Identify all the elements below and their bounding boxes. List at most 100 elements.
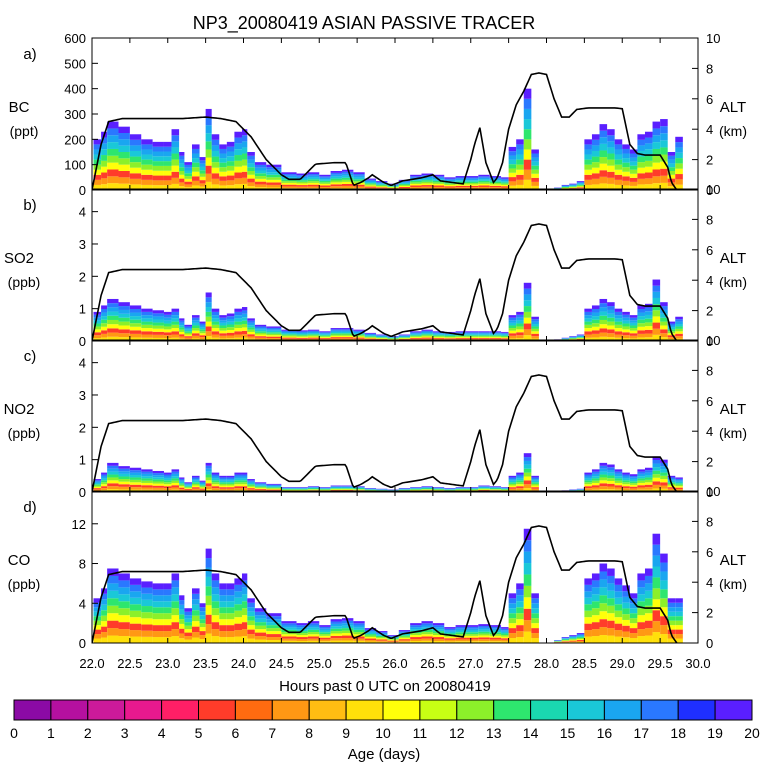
stack-segment (562, 639, 570, 640)
stack-segment (255, 484, 266, 485)
stack-segment (266, 489, 281, 490)
stack-segment (219, 619, 227, 625)
stack-segment (179, 318, 184, 320)
stack-segment (607, 322, 615, 326)
stack-segment (645, 487, 653, 489)
stack-segment (622, 480, 630, 482)
stack-segment (653, 122, 661, 129)
colorbar-swatch (235, 700, 272, 720)
stack-segment (653, 128, 661, 135)
stack-segment (524, 324, 532, 330)
stack-segment (200, 322, 206, 324)
stack-segment (615, 485, 623, 487)
stack-segment (675, 142, 683, 147)
stack-segment (531, 317, 539, 319)
stack-segment (331, 331, 342, 332)
stack-segment (422, 487, 433, 488)
stack-segment (675, 147, 683, 152)
stack-segment (600, 635, 608, 643)
colorbar-swatch (162, 700, 199, 720)
stack-segment (164, 176, 172, 181)
stack-segment (660, 133, 668, 140)
stack-segment (592, 145, 600, 151)
stack-segment (422, 489, 433, 490)
stack-segment (101, 473, 107, 475)
stack-segment (645, 473, 653, 475)
stack-segment (562, 638, 570, 639)
stack-segment (266, 329, 281, 330)
stack-segment (600, 475, 608, 478)
colorbar-swatch (383, 700, 420, 720)
stack-segment (331, 489, 342, 490)
stack-segment (206, 558, 212, 567)
stack-segment (242, 160, 247, 166)
stack-segment (660, 598, 668, 607)
stack-segment (630, 333, 638, 336)
stack-segment (192, 610, 200, 615)
stack-segment (242, 135, 247, 141)
stack-segment (247, 321, 255, 323)
stack-segment (172, 331, 180, 334)
stack-segment (319, 636, 330, 638)
x-axis-label: Hours past 0 UTC on 20080419 (279, 678, 491, 695)
y-tick-label: 100 (64, 158, 86, 173)
stack-segment (562, 638, 570, 639)
stack-segment (501, 629, 509, 631)
stack-segment (622, 144, 630, 149)
stack-segment (584, 312, 592, 315)
stack-segment (179, 479, 184, 480)
stack-segment (141, 606, 152, 612)
stack-segment (531, 477, 539, 479)
stack-segment (319, 331, 330, 332)
stack-segment (637, 474, 645, 476)
alt-tick-label: 4 (706, 273, 713, 288)
stack-segment (242, 310, 247, 313)
stack-segment (607, 141, 615, 147)
stack-segment (387, 641, 398, 642)
stack-segment (501, 337, 509, 338)
stack-segment (342, 176, 353, 178)
stack-segment (319, 337, 330, 338)
stack-segment (353, 621, 364, 623)
stack-segment (531, 618, 539, 623)
stack-segment (101, 488, 107, 490)
stack-segment (607, 147, 615, 153)
stack-segment (331, 629, 342, 631)
stack-segment (524, 574, 532, 585)
stack-segment (192, 181, 200, 186)
stack-segment (319, 187, 330, 189)
stack-segment (242, 480, 247, 482)
stack-segment (668, 156, 676, 160)
stack-segment (467, 632, 478, 634)
stack-segment (467, 184, 478, 185)
stack-segment (653, 292, 661, 298)
stack-segment (433, 333, 444, 334)
stack-segment (509, 173, 517, 177)
stack-segment (562, 640, 570, 641)
stack-segment (200, 331, 206, 333)
alt-units: (km) (719, 274, 747, 290)
stack-segment (172, 580, 180, 587)
stack-segment (653, 610, 661, 621)
stack-segment (675, 326, 683, 328)
stack-segment (212, 484, 220, 486)
stack-segment (206, 307, 212, 312)
stack-segment (509, 328, 517, 331)
stack-segment (206, 486, 212, 489)
stack-segment (227, 595, 235, 601)
stack-segment (130, 162, 141, 168)
stack-segment (444, 335, 455, 336)
stack-segment (130, 134, 141, 140)
stack-segment (200, 160, 206, 163)
stack-segment (119, 322, 130, 326)
stack-segment (668, 152, 676, 156)
stack-segment (141, 478, 152, 480)
stack-segment (227, 486, 235, 488)
stack-segment (227, 625, 235, 631)
stack-segment (509, 479, 517, 481)
stack-segment (668, 479, 676, 481)
stack-segment (467, 183, 478, 184)
stack-segment (130, 157, 141, 163)
stack-segment (592, 134, 600, 140)
stack-segment (592, 487, 600, 489)
